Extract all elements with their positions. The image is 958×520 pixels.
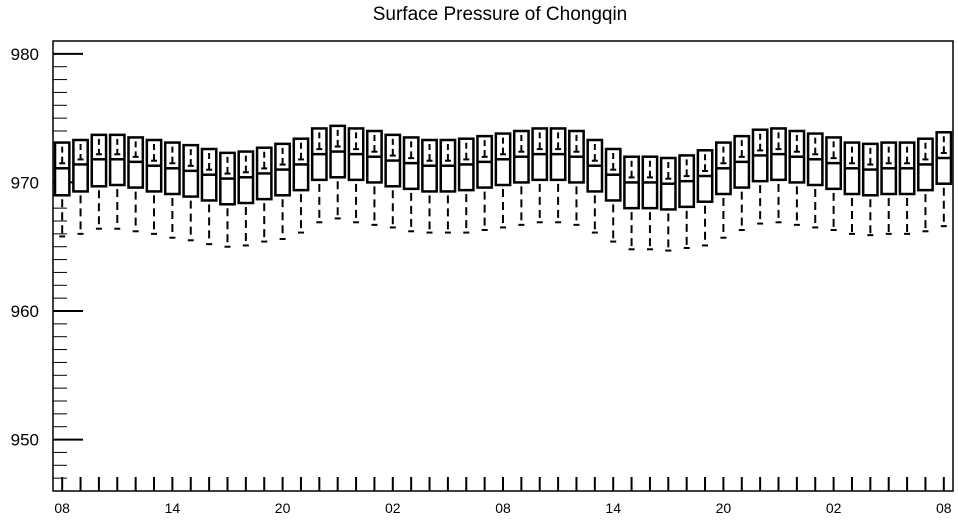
x-tick-label: 20: [716, 500, 732, 516]
x-tick-label: 20: [275, 500, 291, 516]
y-tick-label: 970: [11, 173, 39, 192]
y-axis: 980 970 960 950: [11, 40, 83, 492]
x-tick-label: 14: [605, 500, 621, 516]
x-tick-label: 08: [936, 500, 952, 516]
plot-frame: [52, 40, 954, 492]
x-axis: 08 14 20 02 08 14 20 02 08: [54, 477, 952, 516]
y-tick-label: 960: [11, 302, 39, 321]
box: [90, 133, 108, 188]
x-tick-label: 08: [495, 500, 511, 516]
x-tick-label: 02: [385, 500, 401, 516]
y-tick-label: 950: [11, 431, 39, 450]
x-tick-label: 08: [54, 500, 70, 516]
box: [72, 138, 89, 193]
box-series: [53, 124, 953, 252]
x-tick-label: 14: [165, 500, 181, 516]
chart-title: Surface Pressure of Chongqin: [372, 4, 628, 25]
y-tick-label: 980: [11, 45, 39, 64]
x-tick-label: 02: [826, 500, 842, 516]
